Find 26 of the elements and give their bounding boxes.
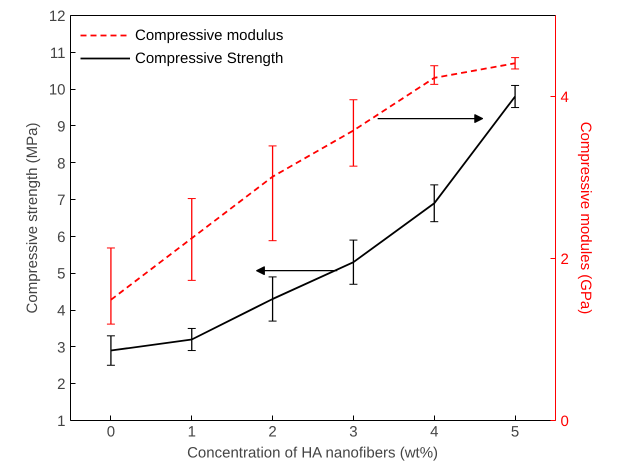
y-tick-label: 3 [57,339,66,356]
x-tick-label: 1 [188,424,196,440]
y-tick-label: 7 [57,192,66,210]
legend-label: Compressive Strength [135,50,284,66]
x-tick-label: 3 [349,424,358,440]
y2-tick-label: 2 [560,251,569,268]
y2-tick-label: 4 [560,89,569,106]
x-tick-label: 0 [106,424,116,440]
x-tick-label: 2 [268,424,277,440]
legend-label: Compressive modulus [135,26,284,44]
y-tick-label: 10 [48,82,66,99]
y2-axis-title: Compressive modules (GPa) [576,122,594,314]
y-tick-label: 9 [57,118,66,136]
y-tick-label: 1 [57,413,66,430]
y-tick-label: 8 [57,155,66,172]
x-tick-label: 4 [430,424,438,440]
y-axis-title: Compressive strength (MPa) [24,122,41,314]
y2-tick-label: 0 [560,413,569,430]
y-tick-label: 4 [57,302,66,320]
y-tick-label: 6 [57,228,66,246]
y-tick-label: 11 [50,44,66,62]
y-tick-label: 5 [57,266,66,283]
x-tick-label: 5 [510,424,520,440]
y-tick-label: 12 [48,8,66,25]
x-axis-title: Concentration of HA nanofibers (wt%) [187,444,438,462]
y-tick-label: 2 [57,376,66,394]
